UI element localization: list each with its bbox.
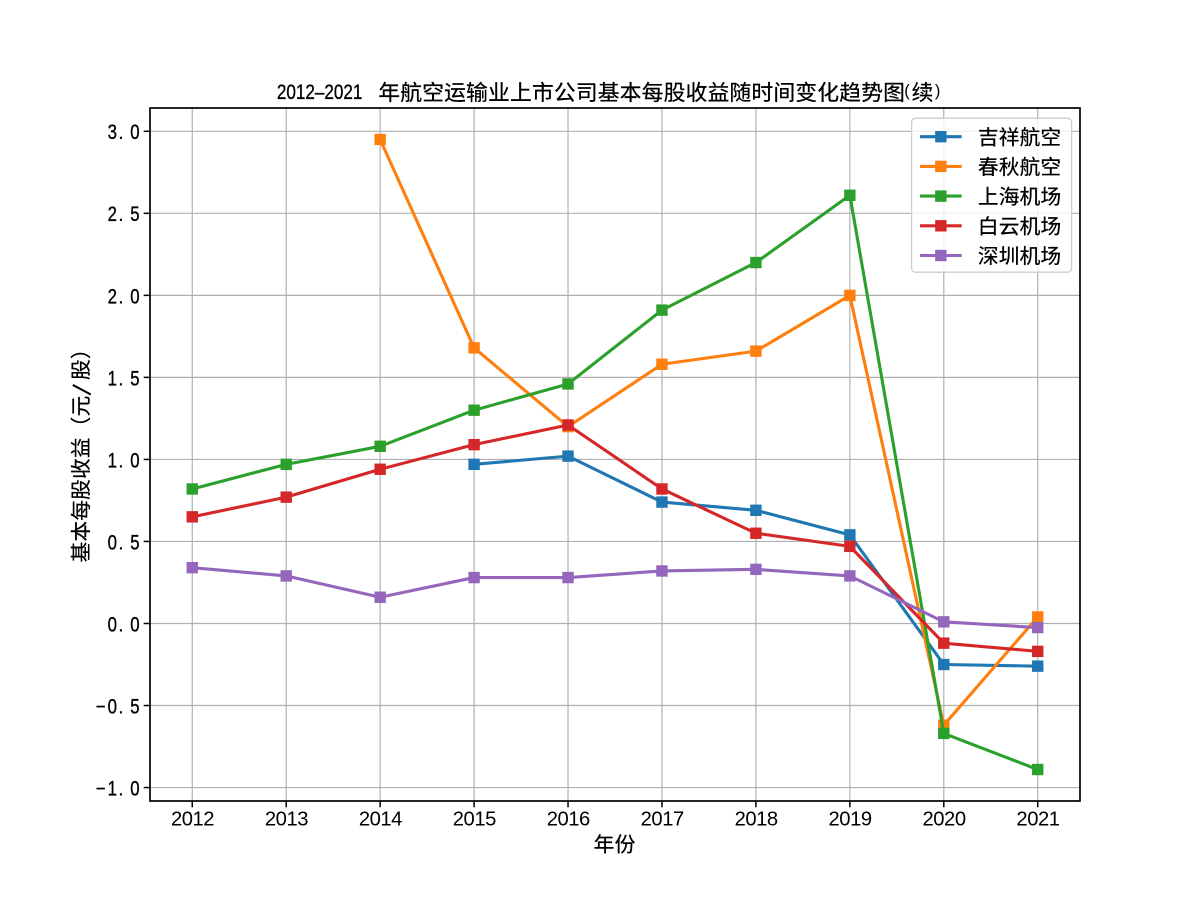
svg-text:.: .: [118, 367, 124, 390]
svg-text:0: 0: [130, 122, 139, 145]
svg-text:0: 0: [108, 532, 117, 555]
svg-text:.: .: [118, 531, 124, 554]
svg-text:0: 0: [130, 286, 139, 309]
svg-text:0: 0: [130, 614, 139, 637]
svg-text:.: .: [118, 121, 124, 144]
svg-text:2020: 2020: [922, 809, 965, 831]
svg-text:5: 5: [130, 532, 139, 555]
svg-text:2018: 2018: [735, 809, 778, 831]
svg-text:2: 2: [108, 286, 117, 309]
svg-text:.: .: [118, 203, 124, 226]
svg-text:2017: 2017: [641, 809, 684, 831]
svg-text:2013: 2013: [265, 809, 308, 831]
svg-text:(: (: [904, 82, 910, 100]
svg-text:5: 5: [130, 368, 139, 391]
svg-text:2015: 2015: [453, 809, 496, 831]
svg-text:0: 0: [130, 778, 139, 801]
svg-text:.: .: [118, 285, 124, 308]
svg-text:2014: 2014: [359, 809, 402, 831]
svg-text:5: 5: [130, 204, 139, 227]
svg-text:0: 0: [108, 696, 117, 719]
svg-text:−: −: [96, 778, 106, 801]
svg-text:2012–2021: 2012–2021: [277, 82, 362, 105]
svg-text:2012: 2012: [171, 809, 214, 831]
svg-text:.: .: [118, 777, 124, 800]
svg-text:5: 5: [130, 696, 139, 719]
svg-text:1: 1: [108, 450, 117, 473]
svg-text:0: 0: [130, 450, 139, 473]
svg-text:−: −: [96, 696, 106, 719]
svg-text:2019: 2019: [829, 809, 872, 831]
svg-text:.: .: [118, 613, 124, 636]
svg-text:3: 3: [108, 122, 117, 145]
svg-text:1: 1: [108, 778, 117, 801]
svg-text:2016: 2016: [547, 809, 590, 831]
svg-text:): ): [935, 82, 941, 100]
svg-text:.: .: [118, 449, 124, 472]
svg-text:2: 2: [108, 204, 117, 227]
svg-text:.: .: [118, 695, 124, 718]
svg-text:0: 0: [108, 614, 117, 637]
svg-text:2021: 2021: [1016, 809, 1059, 831]
svg-text:1: 1: [108, 368, 117, 391]
